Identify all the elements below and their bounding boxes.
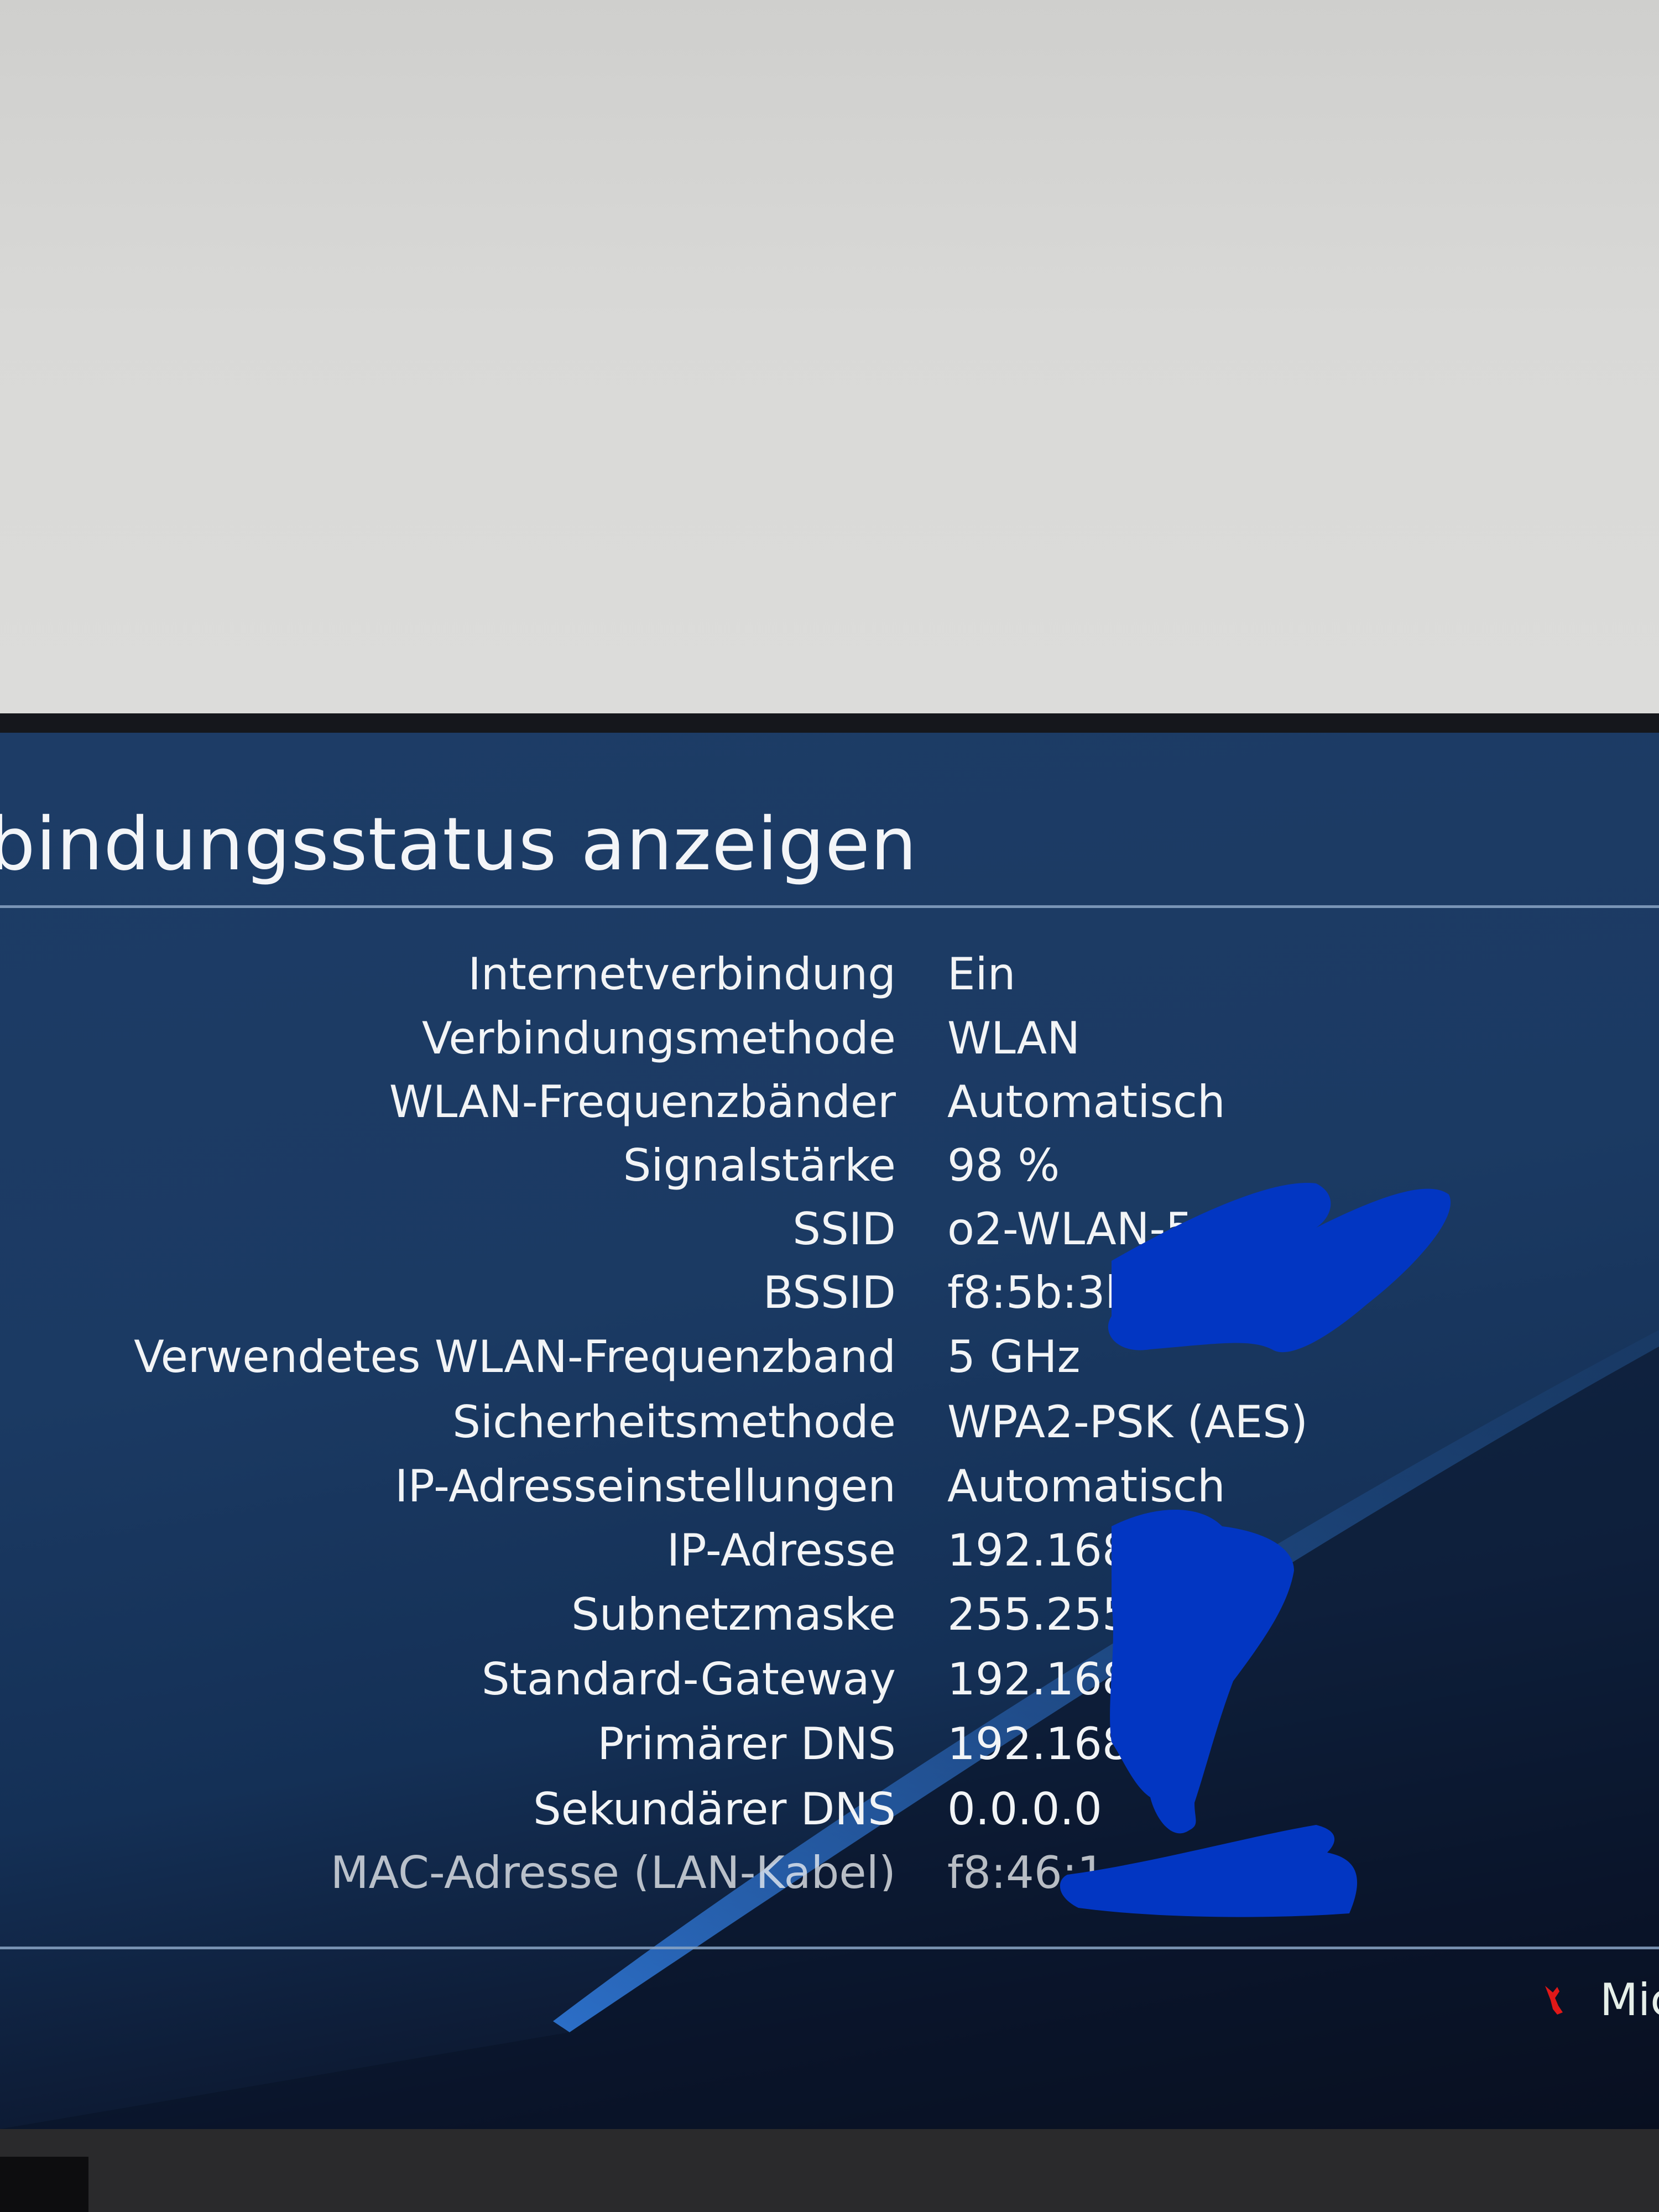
status-row: MAC-Adresse (LAN-Kabel) f8:46:1 [0,1847,1659,1891]
row-value: 192.168.1. [947,1525,1187,1576]
row-value: f8:46:1 [947,1847,1105,1891]
row-value: f8:5b:3b [947,1267,1134,1318]
status-row: Internetverbindung Ein [0,948,1659,1013]
row-label: Signalstärke [623,1140,896,1191]
row-label: WLAN-Frequenzbänder [389,1076,896,1128]
page-title: bindungsstatus anzeigen [0,802,917,887]
row-label: Verbindungsmethode [421,1013,896,1064]
row-value: 255.255.2 [947,1589,1173,1640]
row-value: Automatisch [947,1076,1225,1128]
status-row: IP-Adresseinstellungen Automatisch [0,1460,1659,1525]
row-label: Primärer DNS [597,1718,896,1770]
status-row: Standard-Gateway 192.168.1 [0,1653,1659,1718]
controller-button-icon [1545,1986,1563,2015]
row-value: 5 GHz [947,1331,1081,1383]
tv-foot [0,2157,88,2212]
status-row: BSSID f8:5b:3b [0,1267,1659,1331]
row-label: Sekundärer DNS [533,1783,896,1835]
row-value: o2-WLAN-5 [947,1203,1194,1255]
status-row: Subnetzmaske 255.255.2 [0,1589,1659,1653]
row-value: WLAN [947,1013,1081,1064]
row-value: 98 % [947,1140,1060,1191]
status-row: WLAN-Frequenzbänder Automatisch [0,1076,1659,1140]
footer-label: Mic [1600,1974,1659,2026]
status-row: IP-Adresse 192.168.1. [0,1525,1659,1589]
background-wave [0,1330,1659,2129]
row-value: WPA2-PSK (AES) [947,1396,1308,1448]
row-label: MAC-Adresse (LAN-Kabel) [330,1847,896,1891]
status-row: Sicherheitsmethode WPA2-PSK (AES) [0,1396,1659,1460]
tv-screen: bindungsstatus anzeigen Internetverbindu… [0,733,1659,2129]
status-row: SSID o2-WLAN-5 [0,1203,1659,1267]
row-value: 0.0.0.0 [947,1783,1102,1835]
row-label: BSSID [763,1267,896,1318]
row-label: Verwendetes WLAN-Frequenzband [134,1331,896,1383]
status-row: Verbindungsmethode WLAN [0,1013,1659,1077]
row-label: Subnetzmaske [571,1589,896,1640]
footer-divider [0,1947,1659,1949]
row-label: Sicherheitsmethode [452,1396,896,1448]
row-value: Automatisch [947,1460,1225,1512]
row-label: IP-Adresse [666,1525,896,1576]
row-label: Standard-Gateway [481,1653,896,1705]
row-value: 192.168. [947,1718,1145,1770]
status-row: Verwendetes WLAN-Frequenzband 5 GHz [0,1331,1659,1395]
row-label: Internetverbindung [468,948,896,1000]
row-value: 192.168.1 [947,1653,1173,1705]
header-divider [0,905,1659,908]
tv-stand [0,2129,1659,2212]
wall-background [0,0,1659,716]
status-row: Sekundärer DNS 0.0.0.0 [0,1783,1659,1848]
row-label: SSID [792,1203,896,1255]
row-label: IP-Adresseinstellungen [395,1460,896,1512]
row-value: Ein [947,948,1016,1000]
status-row: Primärer DNS 192.168. [0,1718,1659,1782]
status-row: Signalstärke 98 % [0,1140,1659,1204]
